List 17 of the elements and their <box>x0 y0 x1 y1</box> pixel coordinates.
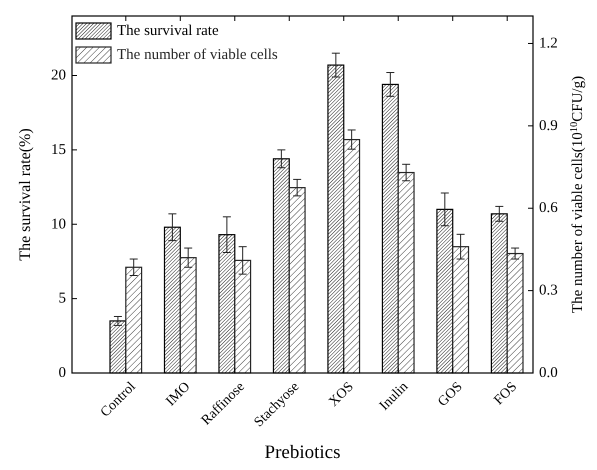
x-tick-label: GOS <box>435 379 466 410</box>
y2-tick-label: 0.6 <box>539 200 558 216</box>
x-tick-label: IMO <box>163 379 194 410</box>
y2-tick-label: 1.2 <box>539 35 558 52</box>
y-tick-label: 0 <box>58 365 66 381</box>
legend-label: The survival rate <box>117 23 219 39</box>
y-tick-label: 15 <box>51 142 66 158</box>
y2-tick-label: 0.9 <box>539 118 558 134</box>
y2-tick-label: 0.0 <box>539 365 558 381</box>
y-tick-label: 20 <box>51 68 66 84</box>
y-tick-label: 5 <box>58 290 66 307</box>
x-tick-label: FOS <box>491 379 520 408</box>
y-axis-title: The survival rate(%) <box>17 128 34 261</box>
y2-tick-label: 0.3 <box>539 282 558 299</box>
y-tick-label: 10 <box>51 216 66 232</box>
legend-label: The number of viable cells <box>117 47 278 63</box>
x-axis-title: Prebiotics <box>264 442 340 463</box>
